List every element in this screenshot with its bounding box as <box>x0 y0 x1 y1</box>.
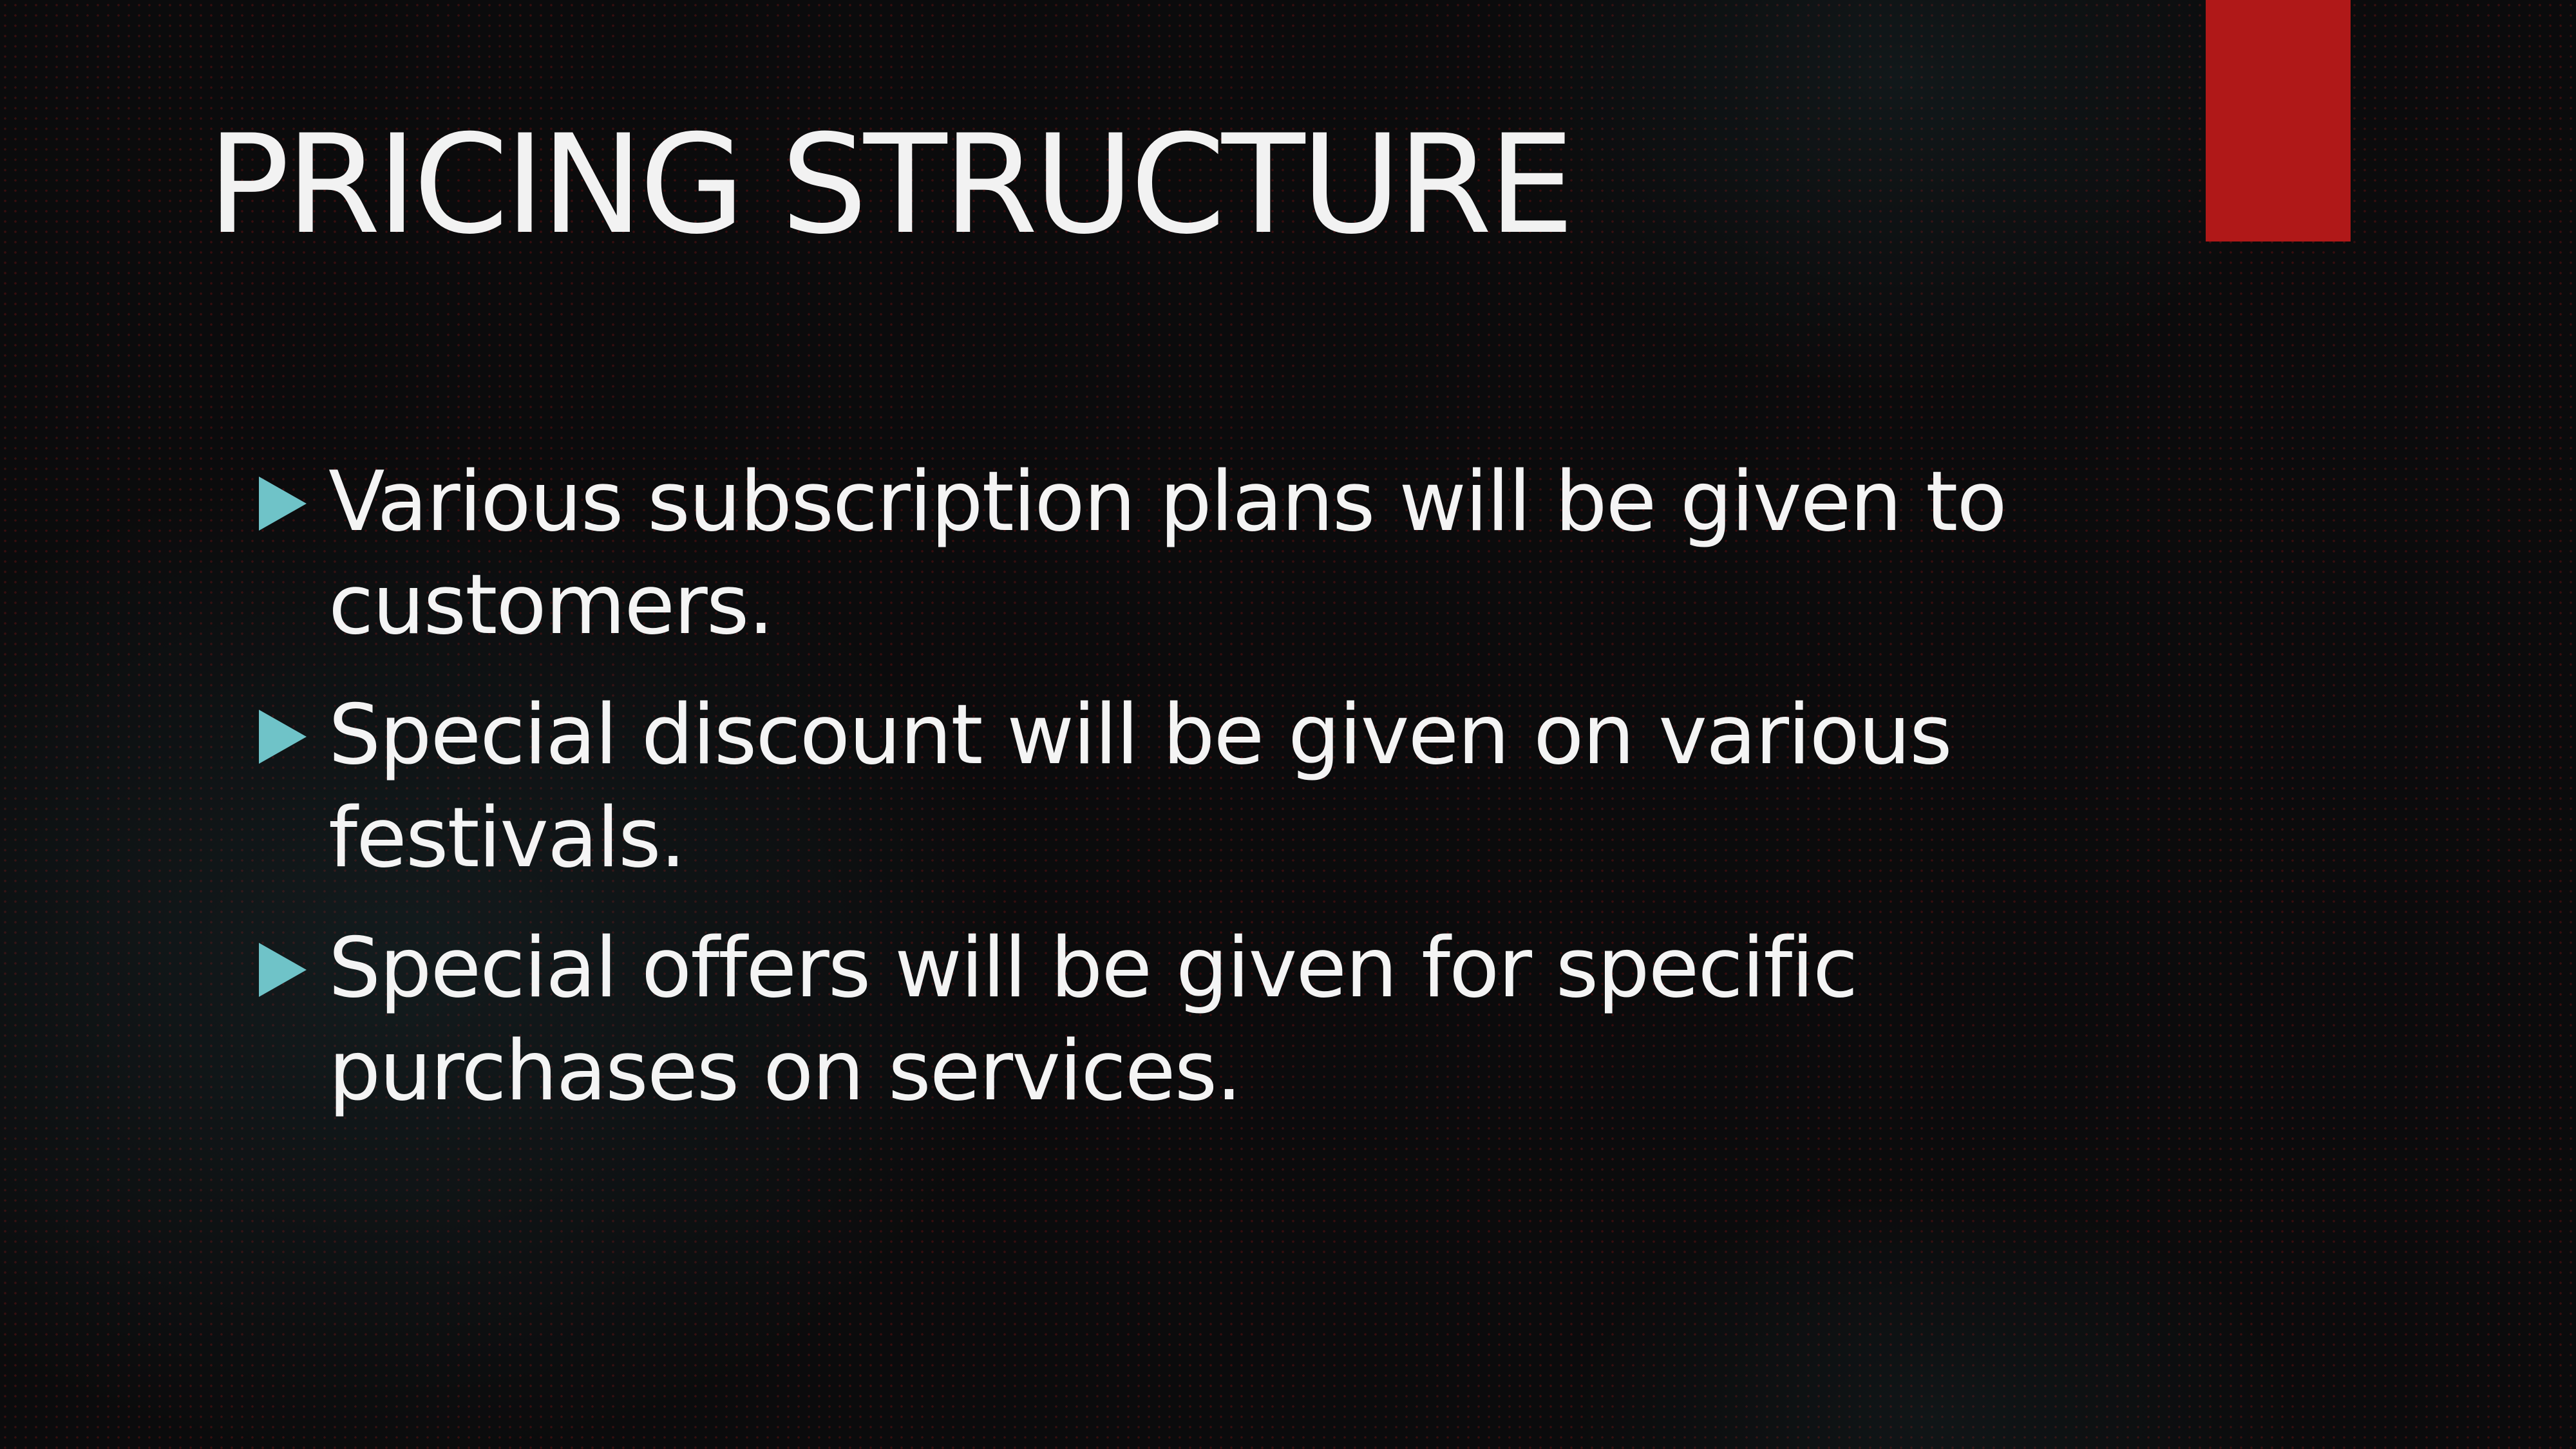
bullet-item: Special discount will be given on variou… <box>258 684 2190 890</box>
triangle-bullet-icon <box>259 943 307 997</box>
bullet-text: Various subscription plans will be given… <box>328 454 2007 653</box>
triangle-bullet-icon <box>259 477 307 531</box>
bullet-text: Special offers will be given for specifi… <box>328 920 1858 1119</box>
accent-bar <box>2206 0 2351 242</box>
slide-title: PRICING STRUCTURE <box>207 105 1575 264</box>
bullet-text: Special discount will be given on variou… <box>328 687 1953 886</box>
triangle-bullet-icon <box>259 710 307 764</box>
bullet-item: Various subscription plans will be given… <box>258 451 2190 657</box>
bullet-item: Special offers will be given for specifi… <box>258 917 2190 1123</box>
bullet-list: Various subscription plans will be given… <box>258 451 2190 1150</box>
